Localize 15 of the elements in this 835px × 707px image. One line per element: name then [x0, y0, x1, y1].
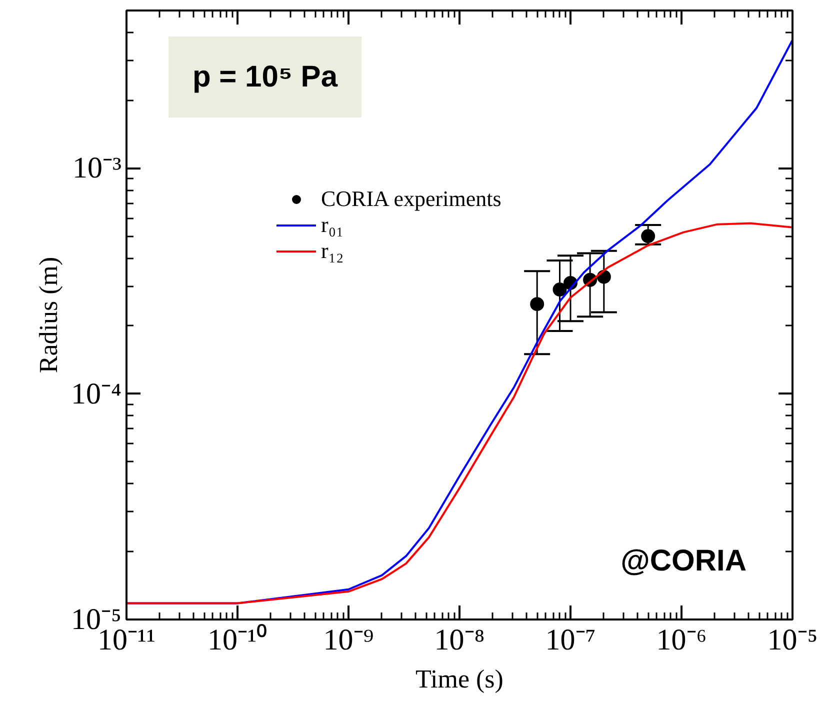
- annotation: p = 10⁵ Pa: [192, 60, 338, 94]
- legend-label: r₁₂: [321, 238, 344, 264]
- x-tick-label: 10⁻⁷: [545, 624, 596, 656]
- legend-label: r₀₁: [321, 212, 344, 238]
- x-tick-label: 10⁻⁸: [434, 624, 485, 656]
- x-axis-title: Time (s): [416, 664, 504, 694]
- legend-label: CORIA experiments: [321, 186, 502, 212]
- annotation: @CORIA: [620, 544, 747, 578]
- y-axis-title: Radius (m): [34, 256, 64, 374]
- x-tick-label: 10⁻⁵: [767, 624, 818, 656]
- x-tick-label: 10⁻¹⁰: [208, 624, 268, 656]
- y-tick-label: 10⁻³: [72, 152, 122, 185]
- y-tick-label: 10⁻⁴: [71, 377, 122, 410]
- x-tick-label: 10⁻⁹: [323, 624, 374, 656]
- x-tick-label: 10⁻⁶: [656, 624, 707, 656]
